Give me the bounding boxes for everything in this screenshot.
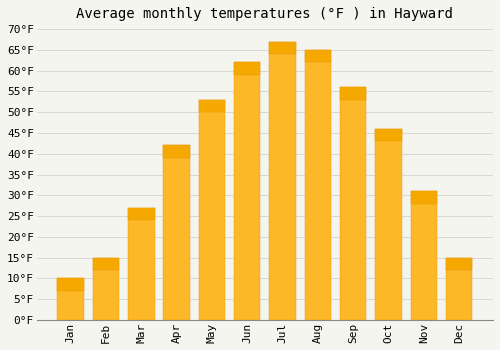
Bar — [446, 258, 472, 270]
Title: Average monthly temperatures (°F ) in Hayward: Average monthly temperatures (°F ) in Ha… — [76, 7, 454, 21]
Bar — [58, 279, 84, 291]
Bar — [93, 258, 120, 270]
Bar — [340, 87, 366, 320]
Bar — [128, 208, 154, 320]
Bar — [58, 279, 84, 320]
Bar — [198, 100, 225, 112]
Bar — [446, 258, 472, 320]
Bar — [304, 50, 331, 320]
Bar — [375, 129, 402, 320]
Bar — [164, 146, 190, 158]
Bar — [198, 100, 225, 320]
Bar — [340, 87, 366, 100]
Bar — [410, 191, 437, 320]
Bar — [164, 146, 190, 320]
Bar — [304, 50, 331, 62]
Bar — [93, 258, 120, 320]
Bar — [128, 208, 154, 220]
Bar — [375, 129, 402, 141]
Bar — [410, 191, 437, 204]
Bar — [234, 62, 260, 75]
Bar — [270, 42, 296, 54]
Bar — [234, 62, 260, 320]
Bar — [270, 42, 296, 320]
